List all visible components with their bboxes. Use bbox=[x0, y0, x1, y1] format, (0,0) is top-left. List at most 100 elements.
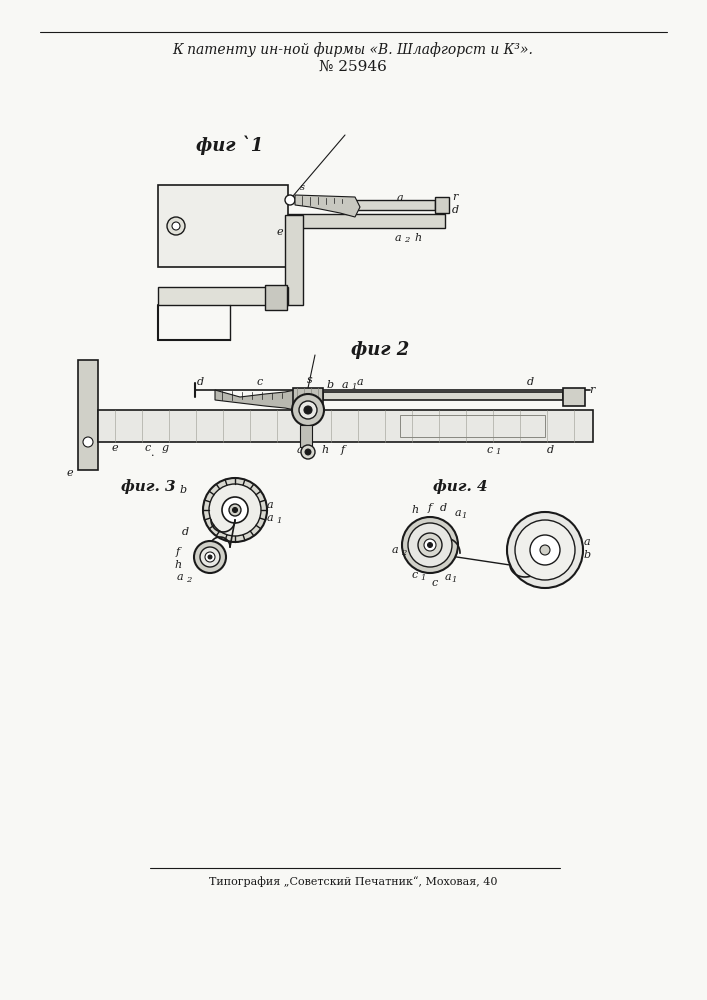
Text: 2: 2 bbox=[404, 236, 409, 244]
Text: h: h bbox=[322, 445, 329, 455]
Text: a: a bbox=[341, 380, 349, 390]
Text: 2: 2 bbox=[186, 576, 192, 584]
Text: g: g bbox=[161, 443, 168, 453]
Text: b: b bbox=[327, 380, 334, 390]
Circle shape bbox=[515, 520, 575, 580]
Circle shape bbox=[304, 406, 312, 414]
Text: 2: 2 bbox=[401, 549, 407, 557]
Text: r: r bbox=[590, 385, 595, 395]
Circle shape bbox=[418, 533, 442, 557]
Text: a: a bbox=[392, 545, 398, 555]
Text: фиг `1: фиг `1 bbox=[197, 135, 264, 155]
Circle shape bbox=[172, 222, 180, 230]
Text: фиг. 3: фиг. 3 bbox=[121, 480, 175, 494]
Circle shape bbox=[205, 552, 215, 562]
Text: s: s bbox=[300, 184, 305, 192]
Bar bbox=[293, 388, 323, 412]
Text: r: r bbox=[452, 192, 457, 202]
Bar bbox=[323, 392, 563, 400]
Circle shape bbox=[167, 217, 185, 235]
Circle shape bbox=[222, 497, 248, 523]
Text: .: . bbox=[151, 448, 155, 458]
Text: a: a bbox=[584, 537, 590, 547]
Circle shape bbox=[428, 542, 433, 548]
Text: К патенту ин-ной фирмы «B. Шлафгорст и К³».: К патенту ин-ной фирмы «B. Шлафгорст и К… bbox=[173, 43, 534, 57]
Text: 1: 1 bbox=[495, 448, 501, 456]
Text: a: a bbox=[177, 572, 183, 582]
Text: c: c bbox=[145, 443, 151, 453]
Bar bbox=[563, 388, 585, 406]
Text: Типография „Советский Печатник“, Моховая, 40: Типография „Советский Печатник“, Моховая… bbox=[209, 877, 497, 887]
Circle shape bbox=[507, 512, 583, 588]
Text: 1: 1 bbox=[420, 574, 426, 582]
Text: фиг 2: фиг 2 bbox=[351, 341, 409, 359]
Text: f: f bbox=[341, 445, 345, 455]
Bar bbox=[300, 425, 312, 447]
Circle shape bbox=[301, 445, 315, 459]
Text: 2: 2 bbox=[306, 448, 311, 456]
Circle shape bbox=[305, 449, 311, 455]
Circle shape bbox=[194, 541, 226, 573]
Circle shape bbox=[229, 504, 241, 516]
Bar bbox=[285, 215, 303, 305]
Text: a: a bbox=[297, 445, 303, 455]
Bar bbox=[158, 287, 288, 305]
Text: a: a bbox=[455, 508, 461, 518]
Bar bbox=[158, 185, 288, 267]
Bar bbox=[355, 200, 435, 210]
Circle shape bbox=[200, 547, 220, 567]
Circle shape bbox=[540, 545, 550, 555]
Text: c: c bbox=[257, 377, 263, 387]
Text: a: a bbox=[267, 500, 274, 510]
Polygon shape bbox=[295, 195, 360, 217]
Text: e: e bbox=[112, 443, 118, 453]
Text: c: c bbox=[412, 570, 418, 580]
Text: d: d bbox=[452, 205, 459, 215]
Bar bbox=[288, 214, 445, 228]
Bar bbox=[265, 285, 287, 310]
Text: c: c bbox=[487, 445, 493, 455]
Circle shape bbox=[285, 195, 295, 205]
Text: h: h bbox=[411, 505, 419, 515]
Circle shape bbox=[209, 484, 261, 536]
Bar bbox=[78, 360, 98, 470]
Text: № 25946: № 25946 bbox=[319, 60, 387, 74]
Text: b: b bbox=[180, 485, 187, 495]
Text: e: e bbox=[66, 468, 74, 478]
Circle shape bbox=[203, 478, 267, 542]
Circle shape bbox=[299, 401, 317, 419]
Circle shape bbox=[424, 539, 436, 551]
Text: d: d bbox=[197, 377, 204, 387]
Text: 1: 1 bbox=[276, 517, 281, 525]
Text: a: a bbox=[397, 193, 403, 203]
Text: s: s bbox=[307, 375, 313, 385]
Text: d: d bbox=[182, 527, 189, 537]
Text: d: d bbox=[527, 377, 534, 387]
Circle shape bbox=[402, 517, 458, 573]
Bar bbox=[435, 197, 449, 213]
Bar bbox=[98, 410, 593, 442]
Text: 1: 1 bbox=[461, 512, 467, 520]
Circle shape bbox=[292, 394, 324, 426]
Text: 1: 1 bbox=[351, 383, 356, 391]
Circle shape bbox=[530, 535, 560, 565]
Text: f: f bbox=[176, 547, 180, 557]
Circle shape bbox=[83, 437, 93, 447]
Text: 1: 1 bbox=[451, 576, 457, 584]
Circle shape bbox=[233, 508, 238, 512]
Text: e: e bbox=[276, 227, 284, 237]
Text: h: h bbox=[414, 233, 421, 243]
Bar bbox=[400, 415, 545, 437]
Text: d: d bbox=[440, 503, 447, 513]
Text: a: a bbox=[267, 513, 274, 523]
Text: h: h bbox=[175, 560, 182, 570]
Circle shape bbox=[408, 523, 452, 567]
Circle shape bbox=[208, 555, 212, 559]
Text: фиг. 4: фиг. 4 bbox=[433, 480, 487, 494]
Text: d: d bbox=[547, 445, 554, 455]
Text: a: a bbox=[357, 377, 363, 387]
Text: a: a bbox=[445, 572, 451, 582]
Text: c: c bbox=[432, 578, 438, 588]
Text: f: f bbox=[428, 503, 432, 513]
Text: a: a bbox=[395, 233, 402, 243]
